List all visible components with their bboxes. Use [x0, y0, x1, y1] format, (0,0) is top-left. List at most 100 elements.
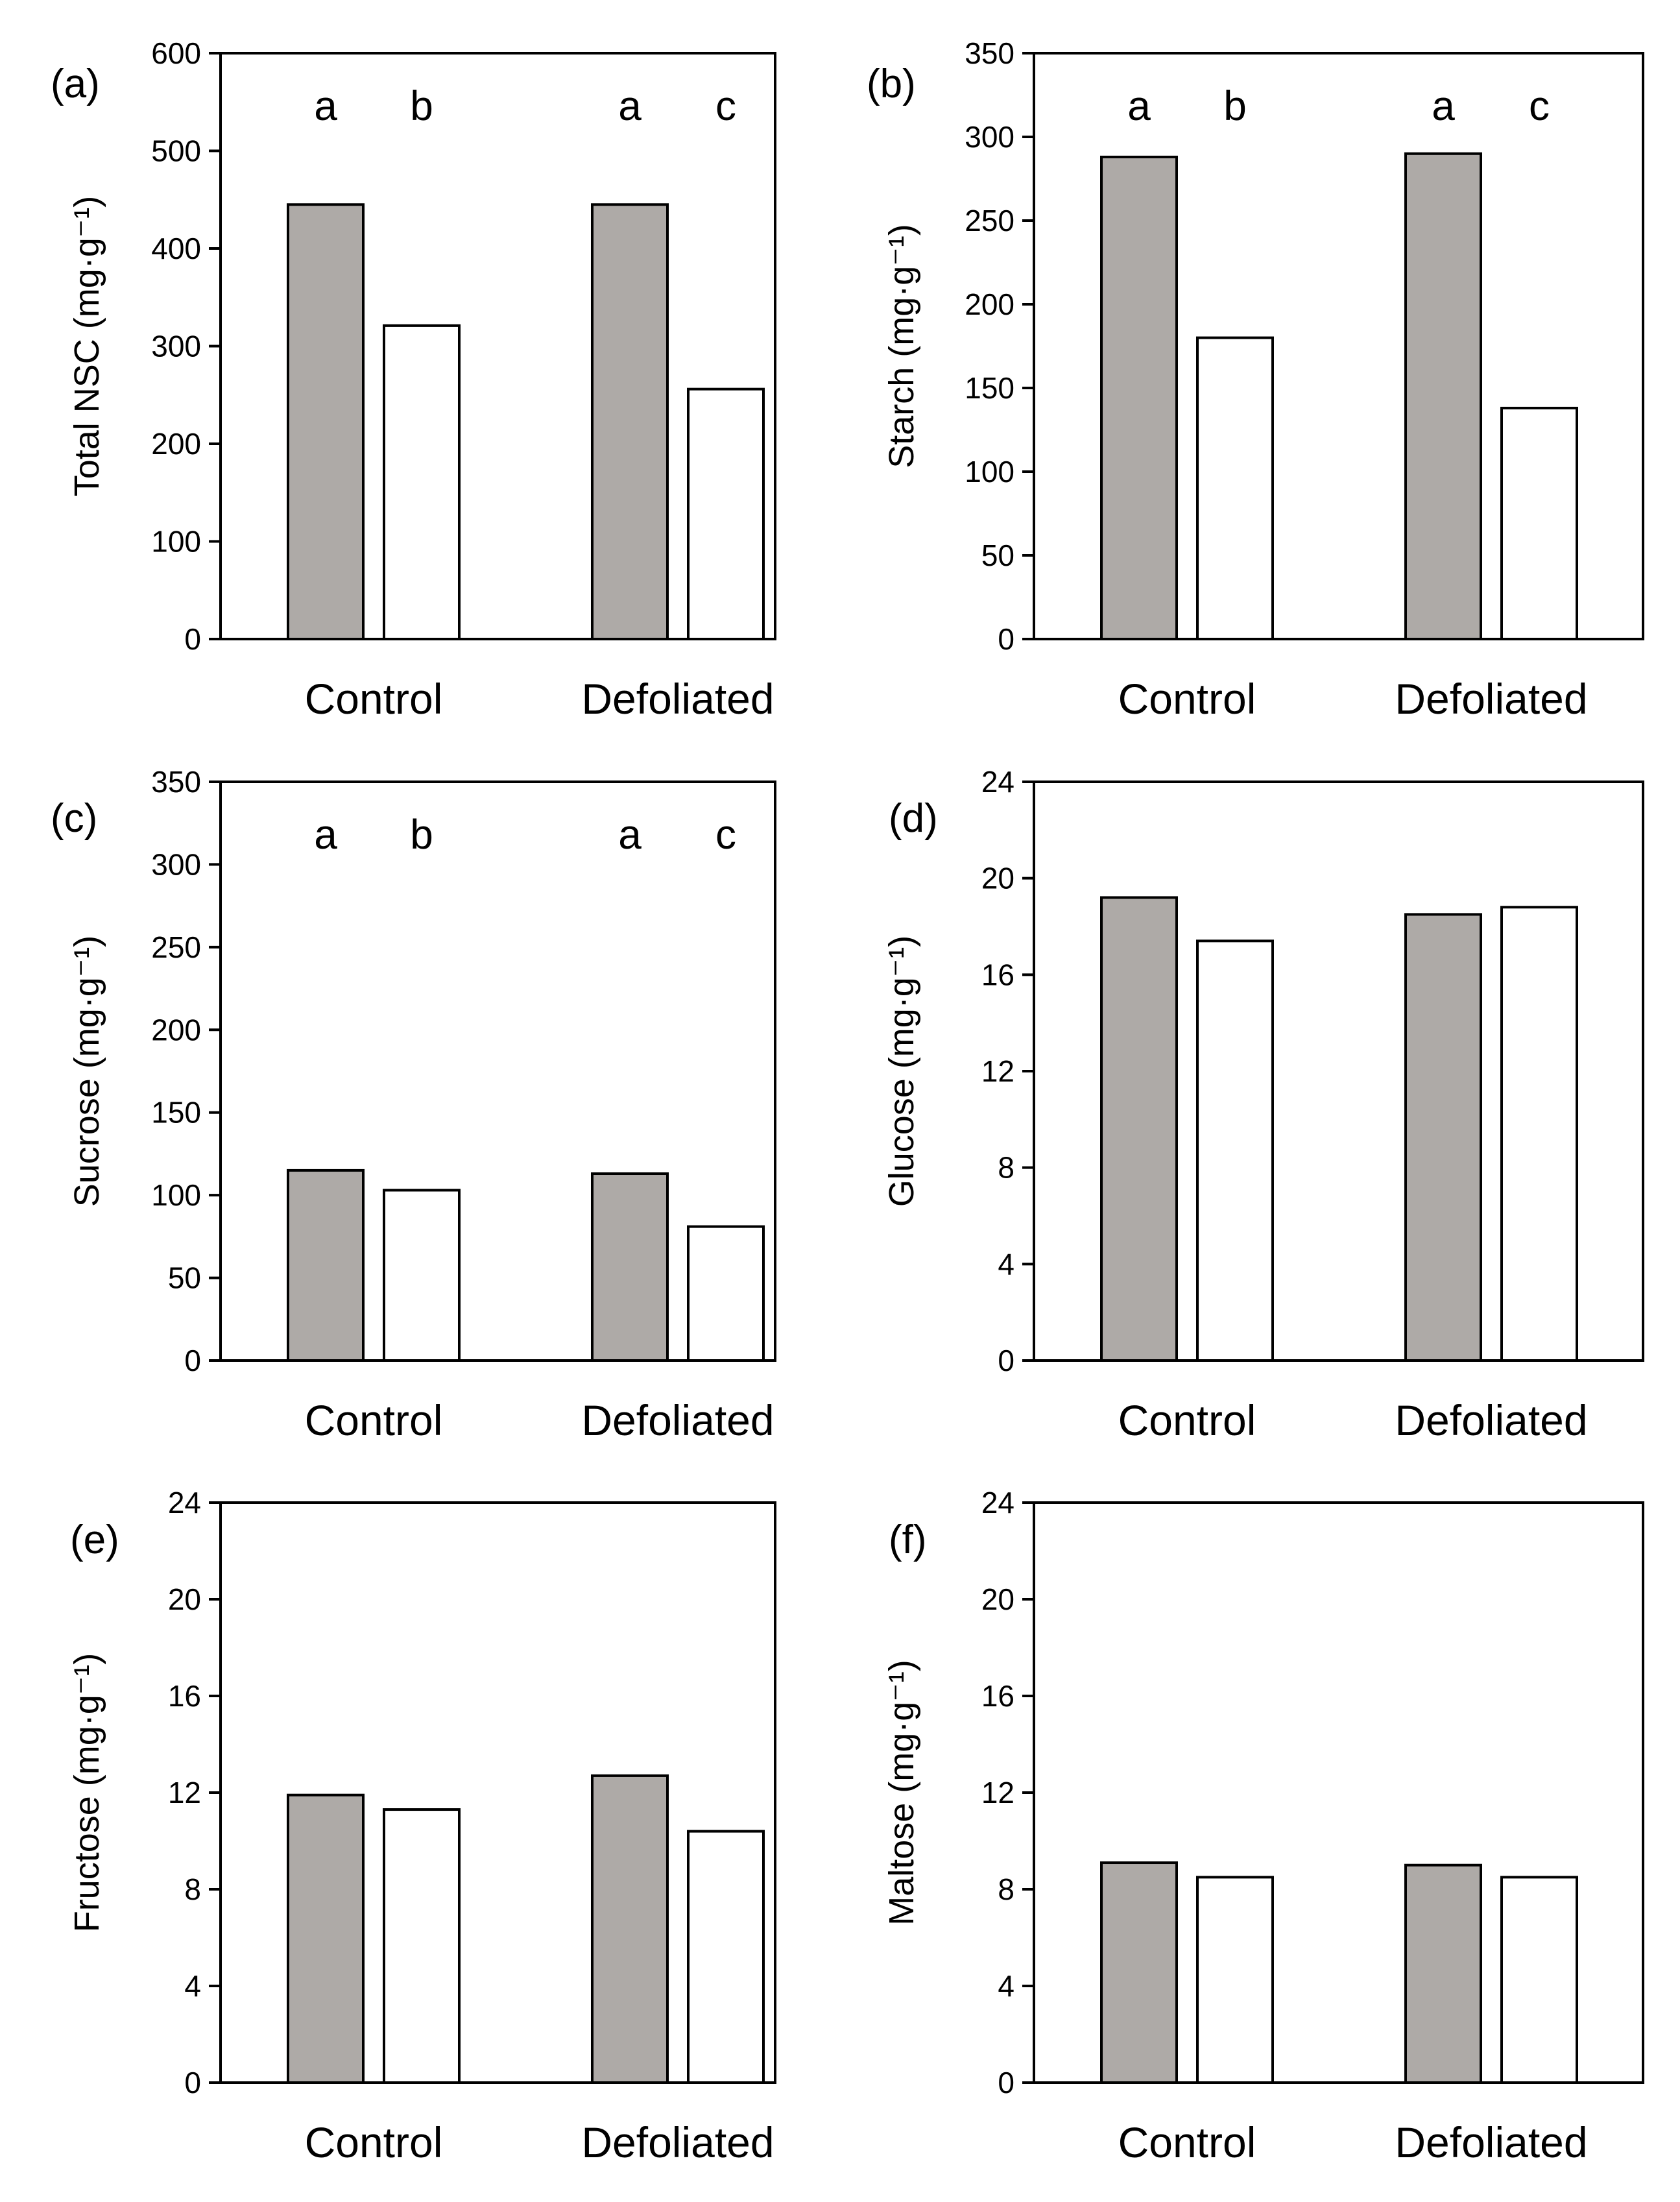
bar-defoliated-series-2 — [1500, 406, 1578, 641]
y-tick-label: 8 — [998, 1872, 1014, 1906]
category-label: Defoliated — [1395, 2118, 1587, 2166]
bar-control-series-2 — [383, 1808, 461, 2084]
bar-defoliated-series-1 — [591, 203, 669, 640]
category-label: Defoliated — [581, 2118, 774, 2166]
y-tick-label: 50 — [168, 1261, 201, 1295]
y-tick-label: 250 — [965, 204, 1014, 237]
panel-label: (a) — [51, 62, 100, 106]
y-tick-label: 200 — [965, 287, 1014, 321]
bar-control-series-1 — [1100, 1861, 1178, 2084]
bar-defoliated-series-1 — [1404, 1863, 1482, 2084]
category-label: Defoliated — [581, 675, 774, 723]
significance-letter: a — [1432, 82, 1455, 129]
y-tick-label: 150 — [965, 371, 1014, 405]
category-label: Control — [305, 2118, 443, 2166]
plot-frame — [219, 780, 776, 1362]
y-tick-label: 350 — [965, 36, 1014, 70]
y-tick-label: 0 — [184, 1344, 201, 1377]
bar-control-series-2 — [383, 1189, 461, 1362]
bar-control-series-1 — [287, 1793, 365, 2085]
chart-panel-a: 0 100 200 300 400 500 600 Control Defoliated a b a c… — [51, 36, 776, 723]
y-tick-label: 100 — [151, 1178, 201, 1212]
y-tick-label: 4 — [998, 1969, 1014, 2003]
category-label: Control — [305, 675, 443, 723]
significance-letter: b — [1223, 82, 1247, 129]
y-tick-label: 8 — [998, 1151, 1014, 1185]
y-tick-label: 150 — [151, 1096, 201, 1130]
y-tick-label: 24 — [168, 1486, 201, 1519]
y-tick-label: 250 — [151, 930, 201, 964]
y-axis-title: Maltose (mg·g⁻¹) — [882, 1660, 921, 1926]
y-tick-label: 0 — [998, 1344, 1014, 1377]
panel-label: (b) — [867, 62, 916, 106]
y-tick-label: 8 — [184, 1872, 201, 1906]
bar-defoliated-series-2 — [1500, 1876, 1578, 2084]
significance-letter: c — [715, 811, 736, 858]
y-tick-label: 300 — [965, 120, 1014, 154]
y-tick-label: 300 — [151, 847, 201, 881]
y-tick-label: 16 — [981, 1679, 1014, 1713]
y-axis-title: Fructose (mg·g⁻¹) — [67, 1653, 106, 1933]
y-tick-label: 400 — [151, 232, 201, 265]
significance-letter: c — [1529, 82, 1550, 129]
bar-defoliated-series-1 — [1404, 913, 1482, 1362]
category-label: Control — [1118, 1396, 1256, 1444]
y-tick-label: 24 — [981, 1486, 1014, 1519]
chart-panel-e: 0 4 8 12 16 20 24 Control Defoliated (e) Fructose … — [67, 1486, 776, 2166]
y-tick-label: 300 — [151, 330, 201, 363]
y-tick-label: 16 — [168, 1679, 201, 1713]
category-label: Control — [1118, 675, 1256, 723]
bar-control-series-2 — [1196, 1876, 1274, 2084]
category-label: Control — [305, 1396, 443, 1444]
bar-defoliated-series-2 — [687, 1225, 765, 1362]
y-tick-label: 100 — [965, 455, 1014, 489]
chart-panel-d: 0 4 8 12 16 20 24 Control Defoliated (d) Glucose (… — [882, 765, 1644, 1444]
significance-letter: a — [618, 82, 642, 129]
bar-defoliated-series-2 — [687, 1830, 765, 2085]
category-label: Control — [1118, 2118, 1256, 2166]
y-tick-label: 200 — [151, 1013, 201, 1047]
bar-control-series-1 — [1100, 155, 1178, 640]
y-tick-label: 100 — [151, 525, 201, 559]
chart-panel-b: 0 50 100 150 200 250 300 350 Control Defoliated a b… — [867, 36, 1644, 723]
y-tick-label: 24 — [981, 765, 1014, 799]
y-tick-label: 20 — [168, 1582, 201, 1616]
y-tick-label: 600 — [151, 36, 201, 70]
y-tick-label: 12 — [168, 1776, 201, 1809]
plot-frame — [1033, 52, 1644, 640]
y-tick-label: 4 — [998, 1247, 1014, 1281]
y-axis-title: Sucrose (mg·g⁻¹) — [67, 936, 106, 1207]
y-tick-label: 0 — [184, 2066, 201, 2099]
y-axis-title: Total NSC (mg·g⁻¹) — [67, 196, 106, 497]
bar-control-series-1 — [287, 1168, 365, 1362]
bar-control-series-1 — [287, 203, 365, 640]
bar-control-series-2 — [383, 324, 461, 640]
y-tick-label: 16 — [981, 958, 1014, 991]
significance-letter: c — [715, 82, 736, 129]
category-label: Defoliated — [1395, 1396, 1587, 1444]
significance-letter: a — [618, 811, 642, 858]
bar-defoliated-series-1 — [591, 1774, 669, 2085]
y-tick-label: 50 — [981, 538, 1014, 572]
bar-defoliated-series-2 — [687, 387, 765, 640]
panel-label: (d) — [889, 796, 938, 841]
bar-defoliated-series-1 — [591, 1172, 669, 1362]
significance-letter: b — [410, 811, 433, 858]
significance-letter: b — [410, 82, 433, 129]
y-tick-label: 0 — [998, 622, 1014, 656]
y-tick-label: 12 — [981, 1054, 1014, 1088]
bar-control-series-1 — [1100, 896, 1178, 1362]
y-tick-label: 4 — [184, 1969, 201, 2003]
y-axis-title: Glucose (mg·g⁻¹) — [882, 936, 921, 1207]
y-axis-title: Starch (mg·g⁻¹) — [882, 224, 921, 468]
category-label: Defoliated — [1395, 675, 1587, 723]
significance-letter: a — [1127, 82, 1151, 129]
chart-panel-c: 0 50 100 150 200 250 300 350 Control Defoliated a b… — [51, 765, 776, 1444]
y-tick-label: 500 — [151, 134, 201, 168]
panel-label: (e) — [70, 1518, 119, 1562]
panel-label: (f) — [889, 1518, 927, 1562]
y-tick-label: 12 — [981, 1776, 1014, 1809]
y-tick-label: 200 — [151, 427, 201, 461]
panel-label: (c) — [51, 796, 97, 841]
